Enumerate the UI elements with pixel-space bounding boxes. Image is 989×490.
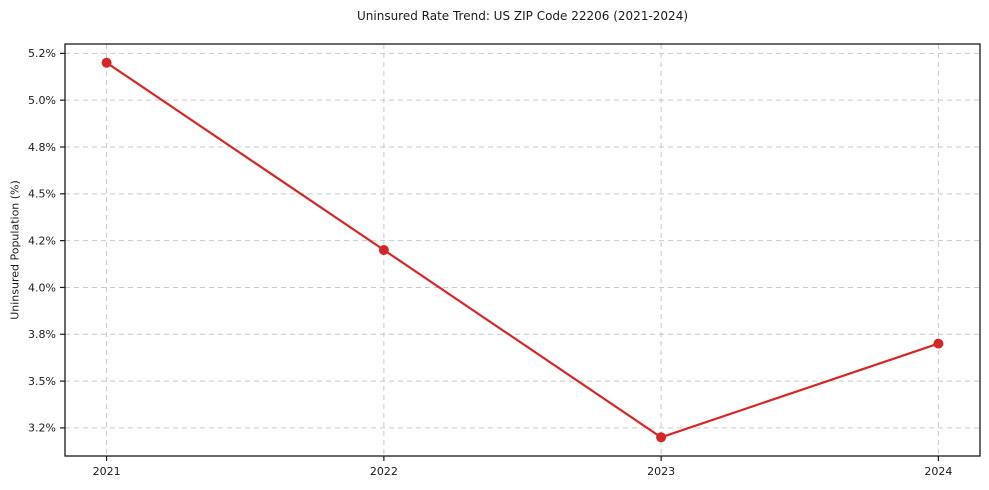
data-point-marker [101,57,112,68]
plot-border [64,43,981,457]
y-tick-label: 5.0% [28,94,56,107]
x-tick-label: 2022 [370,465,398,478]
y-tick-label: 4.5% [28,188,56,201]
x-tick-label: 2023 [647,465,675,478]
data-point-marker [656,432,667,443]
y-tick-label: 3.2% [28,422,56,435]
y-tick-label: 4.2% [28,234,56,247]
data-point-marker [378,245,389,255]
y-tick-label: 4.0% [28,281,56,294]
y-tick-label: 3.5% [28,375,56,388]
y-tick-label: 5.2% [28,47,56,60]
y-tick-label: 4.8% [28,141,56,154]
x-tick-label: 2024 [924,465,952,478]
trend-line [105,61,940,439]
y-tick-label: 3.8% [28,328,56,341]
data-point-marker [933,338,944,349]
x-tick-label: 2021 [93,465,121,478]
chart-title: Uninsured Rate Trend: US ZIP Code 22206 … [356,9,689,23]
